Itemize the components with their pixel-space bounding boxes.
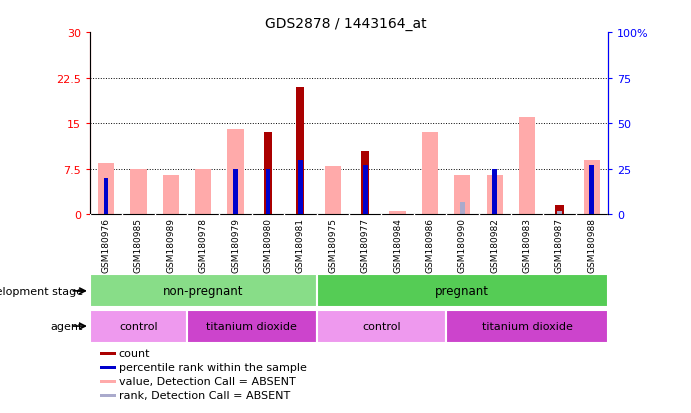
Text: pregnant: pregnant [435, 285, 489, 298]
Bar [446, 310, 608, 343]
Bar [556, 206, 564, 215]
Text: GSM180983: GSM180983 [522, 218, 531, 273]
Text: count: count [119, 349, 151, 358]
Bar [454, 176, 471, 215]
Text: GSM180990: GSM180990 [458, 218, 467, 273]
Bar [195, 169, 211, 215]
Bar [104, 178, 108, 215]
Bar [589, 166, 594, 215]
Bar [519, 118, 536, 215]
Bar [296, 88, 305, 215]
Bar [298, 160, 303, 215]
Text: control: control [119, 321, 158, 331]
Bar [100, 394, 115, 397]
Text: GSM180975: GSM180975 [328, 218, 337, 273]
Text: GSM180984: GSM180984 [393, 218, 402, 273]
Text: titanium dioxide: titanium dioxide [482, 321, 573, 331]
Bar [492, 203, 497, 215]
Text: control: control [362, 321, 401, 331]
Bar [100, 380, 115, 383]
Bar [187, 310, 316, 343]
Text: GSM180988: GSM180988 [587, 218, 596, 273]
Text: development stage: development stage [0, 286, 83, 296]
Bar [361, 151, 369, 215]
Bar [316, 310, 446, 343]
Text: percentile rank within the sample: percentile rank within the sample [119, 362, 307, 372]
Bar [492, 169, 497, 215]
Bar [265, 169, 270, 215]
Bar [363, 166, 368, 215]
Text: GSM180976: GSM180976 [102, 218, 111, 273]
Bar [90, 275, 316, 308]
Text: GSM180981: GSM180981 [296, 218, 305, 273]
Text: GSM180985: GSM180985 [134, 218, 143, 273]
Bar [557, 211, 562, 215]
Text: rank, Detection Call = ABSENT: rank, Detection Call = ABSENT [119, 390, 290, 400]
Bar [390, 212, 406, 215]
Bar [233, 169, 238, 215]
Bar [131, 169, 146, 215]
Text: titanium dioxide: titanium dioxide [207, 321, 297, 331]
Bar [162, 176, 179, 215]
Bar [100, 352, 115, 355]
Bar [98, 163, 114, 215]
Text: GSM180977: GSM180977 [361, 218, 370, 273]
Bar [422, 133, 438, 215]
Bar [589, 201, 594, 215]
Text: non-pregnant: non-pregnant [163, 285, 243, 298]
Text: GSM180980: GSM180980 [263, 218, 272, 273]
Text: GSM180989: GSM180989 [167, 218, 176, 273]
Text: GSM180986: GSM180986 [426, 218, 435, 273]
Bar [90, 310, 187, 343]
Bar [100, 366, 115, 369]
Text: GSM180978: GSM180978 [199, 218, 208, 273]
Bar [460, 203, 465, 215]
Text: agent: agent [50, 321, 83, 331]
Text: GSM180982: GSM180982 [490, 218, 499, 273]
Bar [486, 176, 503, 215]
Bar [584, 160, 600, 215]
Bar [316, 275, 608, 308]
Bar [264, 133, 272, 215]
Text: GSM180987: GSM180987 [555, 218, 564, 273]
Text: value, Detection Call = ABSENT: value, Detection Call = ABSENT [119, 376, 296, 386]
Text: GDS2878 / 1443164_at: GDS2878 / 1443164_at [265, 17, 426, 31]
Bar [325, 166, 341, 215]
Bar [227, 130, 244, 215]
Text: GSM180979: GSM180979 [231, 218, 240, 273]
